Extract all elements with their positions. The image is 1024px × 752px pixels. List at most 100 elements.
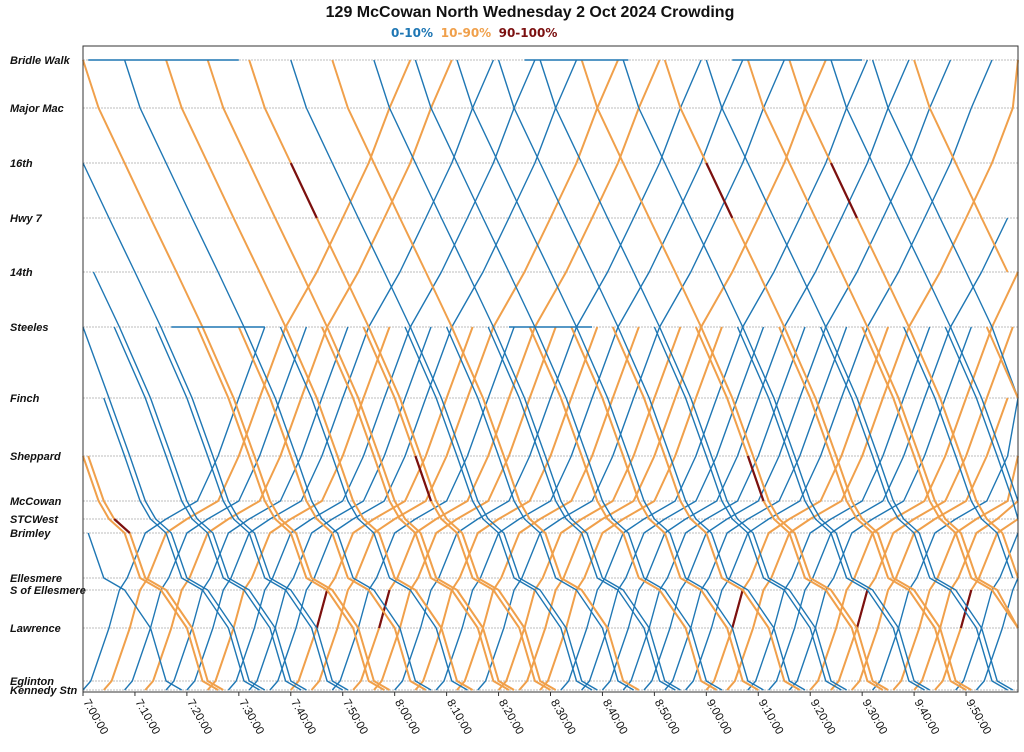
trip-line <box>477 59 785 691</box>
trip-line <box>694 326 884 691</box>
trip-line <box>113 326 302 691</box>
stop-label: Sheppard <box>10 451 61 463</box>
trip-line <box>570 326 759 691</box>
trip-line <box>82 326 266 691</box>
crowded-segment <box>414 455 433 502</box>
trip-line <box>985 326 1019 399</box>
trip-line <box>92 271 307 691</box>
stop-label: STCWest <box>10 514 59 526</box>
crowded-segment <box>830 162 858 219</box>
x-tick-label: 9:30:00 <box>860 698 890 737</box>
crowded-segment <box>289 162 318 219</box>
x-tick-label: 9:20:00 <box>808 698 838 737</box>
trip-line <box>445 326 634 691</box>
x-tick-label: 9:50:00 <box>963 698 993 737</box>
trip-line <box>404 326 593 691</box>
trip-line <box>643 59 952 691</box>
trip-line <box>685 59 993 691</box>
trip-line <box>206 59 515 691</box>
trip-line <box>497 326 682 691</box>
trip-line <box>861 326 1019 629</box>
trip-line <box>155 326 344 691</box>
x-tick-label: 7:40:00 <box>288 698 318 737</box>
legend-entry: 10-90% <box>441 26 491 40</box>
trip-line <box>664 326 848 691</box>
legend-entry: 0-10% <box>391 26 433 40</box>
x-tick-label: 8:50:00 <box>652 698 682 737</box>
trip-line <box>871 59 1019 399</box>
x-tick-label: 9:00:00 <box>704 698 734 737</box>
chart-title: 129 McCowan North Wednesday 2 Oct 2024 C… <box>326 4 735 21</box>
x-tick-label: 7:50:00 <box>340 698 370 737</box>
trip-line <box>705 59 1014 691</box>
trip-line <box>394 59 702 691</box>
trip-line <box>310 59 619 691</box>
stop-label: Steeles <box>10 322 49 334</box>
trip-line <box>819 326 1008 691</box>
trip-line <box>435 59 744 691</box>
trip-line <box>830 326 1014 691</box>
trip-line <box>248 326 432 691</box>
trip-line <box>82 162 349 691</box>
trip-line <box>622 59 931 691</box>
trip-line <box>726 59 1019 691</box>
trip-line <box>269 59 578 691</box>
stop-label: Lawrence <box>10 623 61 635</box>
trip-line <box>237 326 427 691</box>
trip-line <box>913 59 1009 273</box>
trip-line <box>331 326 515 691</box>
trip-line <box>87 532 183 691</box>
stop-label: Hwy 7 <box>10 213 43 225</box>
x-tick-label: 7:00:00 <box>80 698 110 737</box>
x-tick-label: 9:10:00 <box>756 698 786 737</box>
stop-label: Major Mac <box>10 103 64 115</box>
x-tick-label: 7:20:00 <box>184 698 214 737</box>
trip-line <box>82 59 390 691</box>
trip-line <box>331 59 640 691</box>
trip-line <box>653 326 842 691</box>
stop-label: Eglinton <box>10 676 54 688</box>
legend: 0-10% 10-90% 90-100% <box>391 26 557 40</box>
trip-line <box>528 326 718 691</box>
trip-line <box>414 59 723 691</box>
trip-line <box>539 59 847 691</box>
trip-line <box>290 326 474 691</box>
stop-label: Finch <box>10 393 40 405</box>
crowded-segment <box>315 589 329 629</box>
stop-label: Ellesmere <box>10 573 62 585</box>
trip-line <box>622 326 806 691</box>
trip-line <box>487 326 676 691</box>
trip-line <box>788 326 972 691</box>
trip-line <box>87 455 224 691</box>
trip-line <box>851 397 1009 691</box>
trip-line <box>227 59 536 691</box>
trip-line <box>539 326 723 691</box>
crowded-segment <box>113 518 131 534</box>
trip-line <box>196 326 385 691</box>
trip-line <box>944 326 1019 520</box>
stop-label: Bridle Walk <box>10 55 71 67</box>
trip-line <box>279 326 468 691</box>
stop-label: Brimley <box>10 528 51 540</box>
trip-line <box>913 500 1019 691</box>
x-tick-label: 7:10:00 <box>132 698 162 737</box>
trip-line <box>975 577 1019 691</box>
trip-line <box>103 397 260 691</box>
trip-line <box>497 59 806 691</box>
trip-line <box>903 326 1014 579</box>
trip-line <box>892 455 1019 691</box>
trip-line <box>186 59 495 691</box>
stop-label: McCowan <box>10 496 62 508</box>
stop-label: 16th <box>10 158 33 170</box>
plot-frame <box>82 45 1019 693</box>
trip-line <box>290 59 598 691</box>
trip-line <box>373 59 681 691</box>
crowded-segment <box>378 589 391 629</box>
x-tick-label: 8:40:00 <box>600 698 630 737</box>
x-tick-label: 8:00:00 <box>392 698 422 737</box>
trip-line <box>809 271 1019 691</box>
x-tick-label: 7:30:00 <box>236 698 266 737</box>
crowded-segment <box>855 589 869 629</box>
crowded-segment <box>731 589 744 629</box>
trip-line <box>124 326 308 691</box>
